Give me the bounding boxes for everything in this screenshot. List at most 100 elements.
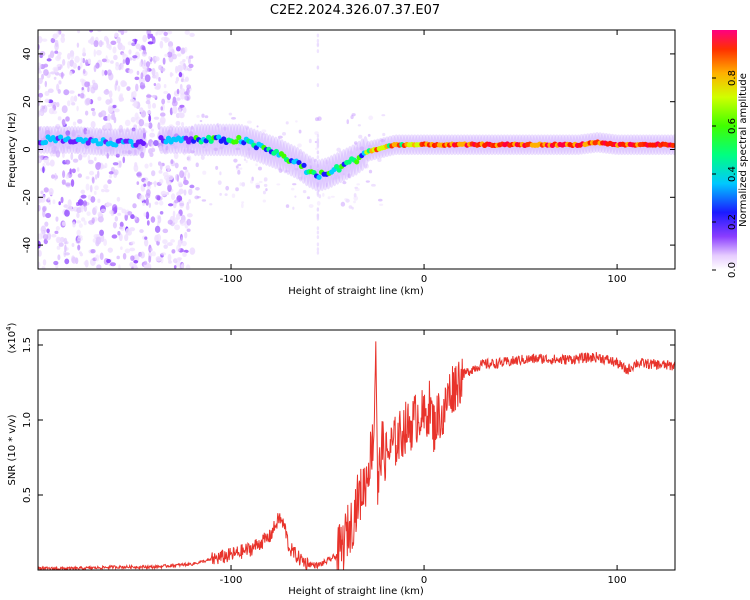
snr-y-ticks: 0.5 1.0 1.5	[22, 337, 675, 503]
spectrogram-noise-blob	[246, 151, 251, 156]
spectrogram-noise-blob	[148, 255, 152, 263]
spectrogram-noise-blob	[103, 238, 108, 247]
spectrogram-noise-blob	[128, 68, 134, 74]
spectrogram-noise-blob	[316, 83, 320, 88]
spectrogram-noise-blob	[247, 147, 250, 152]
spectrogram-noise-blob	[140, 72, 144, 80]
spectrogram-noise-blob	[165, 191, 170, 196]
spectrogram-noise-blob	[79, 252, 84, 257]
spectrogram-noise-blob	[169, 71, 173, 78]
spectrogram-noise-blob	[110, 114, 115, 120]
spectrogram-noise-blob	[59, 64, 63, 69]
spectrogram-noise-blob	[72, 62, 77, 69]
colorbar-tick-label: 0.4	[727, 166, 738, 182]
spectrogram-noise-blob	[44, 80, 48, 88]
spectrogram-noise-blob	[316, 201, 321, 206]
spectrogram-noise-blob	[178, 108, 182, 113]
spectrogram-noise-blob	[157, 122, 161, 131]
spectrogram-noise-blob	[292, 183, 297, 186]
spectrogram-noise-blob	[78, 153, 83, 161]
spectrogram-noise-blob	[225, 185, 230, 191]
spectrogram-noise-blob	[80, 57, 83, 63]
spectrogram-noise-blob	[183, 179, 189, 186]
spectrogram-noise-blob	[83, 220, 87, 226]
spectrogram-noise-blob	[204, 143, 209, 146]
spectrogram-noise-blob	[167, 219, 173, 225]
x-tick-label: 0	[421, 575, 427, 586]
spectrogram-noise-blob	[166, 93, 171, 101]
spectrogram-noise-blob	[90, 86, 96, 94]
spectrogram-noise-blob	[151, 251, 156, 257]
spectrogram-noise-blob	[96, 162, 102, 167]
colorbar: 0.0 0.2 0.4 0.6 0.8 Normalized spectral ampl…	[712, 30, 749, 278]
spectrogram-noise-blob	[139, 251, 145, 259]
spectrogram-noise-blob	[60, 33, 65, 38]
spectrogram-noise-blob	[250, 179, 254, 184]
spectrogram-noise-blob	[80, 204, 84, 213]
spectrogram-noise-blob	[79, 62, 83, 69]
spectrogram-noise-blob	[143, 238, 149, 247]
spectrogram-noise-blob	[133, 164, 139, 172]
spectrogram-noise-blob	[235, 165, 239, 169]
spectrogram-noise-blob	[308, 138, 312, 144]
spectrogram-noise-blob	[239, 182, 242, 187]
spectrogram-noise-blob	[217, 180, 222, 185]
spectrogram-noise-blob	[156, 30, 163, 36]
spectrogram-noise-blob	[338, 176, 341, 179]
spectrogram-noise-blob	[180, 49, 186, 55]
spectrogram-noise-blob	[154, 225, 161, 233]
spectrogram-noise-blob	[144, 74, 151, 83]
spectrogram-noise-blob	[173, 258, 178, 264]
spectrogram-noise-blob	[246, 120, 252, 124]
spectrogram-noise-blob	[67, 52, 71, 60]
spectrogram-noise-blob	[316, 191, 320, 196]
spectrogram-noise-blob	[146, 220, 150, 226]
spectrogram-noise-blob	[162, 171, 169, 177]
spectrogram-noise-blob	[87, 58, 92, 64]
spectrogram-noise-blob	[57, 116, 62, 121]
spectrogram-noise-blob	[277, 135, 283, 139]
spectrogram-noise-blob	[55, 55, 61, 62]
spectrogram-noise-blob	[184, 91, 188, 95]
spectrogram-noise-blob	[55, 216, 59, 222]
colorbar-tick-label: 0.0	[727, 262, 738, 278]
spectrogram-noise-blob	[317, 116, 322, 121]
spectrogram-noise-blob	[69, 168, 72, 175]
spectrogram-ridge-point	[236, 134, 242, 141]
spectrogram-noise-blob	[224, 193, 228, 197]
spectrogram-noise-blob	[118, 94, 123, 102]
spectrogram-noise-blob	[42, 234, 49, 240]
spectrogram-noise-blob	[105, 88, 109, 93]
spectrogram-noise-blob	[340, 201, 346, 207]
spectrogram-noise-blob	[126, 86, 131, 91]
spectrogram-noise-blob	[161, 98, 166, 105]
spectrogram-noise-blob	[85, 183, 90, 191]
spectrogram-noise-blob	[109, 210, 114, 215]
spectrogram-ridge-glow	[40, 125, 48, 154]
spectrogram-noise-blob	[178, 258, 181, 262]
spectrogram-noise-blob	[316, 182, 320, 187]
spectrogram-noise-blob	[163, 244, 168, 249]
spectrogram-noise-blob	[83, 205, 88, 212]
spectrogram-noise-blob	[204, 149, 209, 152]
x-tick-label: -100	[220, 575, 243, 586]
spectrogram-noise-blob	[139, 194, 145, 202]
spectrogram-noise-blob	[58, 201, 61, 206]
spectrogram-noise-blob	[82, 68, 86, 74]
spectrogram-noise-blob	[162, 239, 168, 245]
spectrogram-noise-blob	[201, 113, 205, 118]
spectrogram-noise-blob	[159, 178, 164, 185]
spectrogram-noise-blob	[189, 32, 195, 38]
spectrogram-noise-blob	[134, 112, 139, 120]
spectrogram-noise-blob	[174, 224, 181, 231]
spectrogram-noise-blob	[170, 193, 176, 201]
spectrogram-noise-blob	[167, 165, 171, 172]
spectrogram-noise-blob	[195, 186, 200, 191]
spectrogram-noise-blob	[353, 195, 359, 201]
colorbar-tick-label: 0.6	[727, 118, 738, 134]
spectrogram-noise-blob	[184, 128, 189, 134]
spectrogram-noise-blob	[76, 105, 79, 112]
spectrogram-noise-blob	[62, 170, 66, 179]
spectrogram-noise-blob	[153, 139, 159, 147]
